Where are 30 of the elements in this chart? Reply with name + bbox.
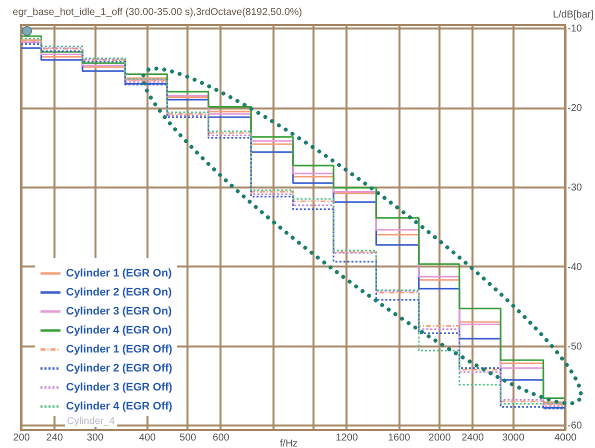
x-tick-label: 1600	[388, 432, 411, 444]
y-tick-label: -10	[568, 24, 582, 35]
x-tick-label: 200	[13, 432, 30, 444]
x-tick-label: 4000	[554, 432, 578, 444]
x-tick-label: 400	[139, 432, 156, 444]
chart-title: egr_base_hot_idle_1_off (30.00-35.00 s),3rdOctave(8192,50.0%)	[12, 7, 302, 18]
legend-label: Cylinder 3 (EGR Off)	[66, 382, 173, 394]
legend-label: Cylinder 2 (EGR On)	[66, 286, 172, 298]
x-tick-label: 300	[86, 432, 104, 444]
legend-label: Cylinder 2 (EGR Off)	[66, 362, 173, 374]
legend-label: Cylinder 1 (EGR On)	[66, 268, 172, 280]
x-tick-label: 2000	[428, 432, 452, 444]
x-axis-title: f/Hz	[280, 438, 298, 448]
y-axis-title: L/dB[bar]	[552, 10, 594, 20]
y-tick-label: -60	[568, 420, 582, 432]
y-tick-label: -30	[568, 182, 582, 194]
x-tick-label: 2400	[462, 432, 484, 444]
x-tick-label: 1200	[336, 432, 358, 444]
y-tick-label: -20	[568, 103, 582, 114]
x-tick-label: 3000	[502, 432, 525, 444]
x-tick-label: 240	[46, 432, 64, 444]
legend-label: Cylinder 4 (EGR Off)	[66, 400, 173, 412]
x-tick-label: 600	[212, 432, 230, 444]
y-tick-label: -40	[568, 262, 582, 273]
legend-label: Cylinder 4 (EGR On)	[66, 324, 172, 336]
y-tick-label: -50	[568, 341, 582, 352]
legend-label: Cylinder 3 (EGR On)	[66, 306, 172, 318]
x-tick-label: 500	[180, 432, 197, 444]
annotation: Cylinder_4	[65, 416, 117, 427]
legend-label: Cylinder 1 (EGR Off)	[66, 344, 173, 356]
